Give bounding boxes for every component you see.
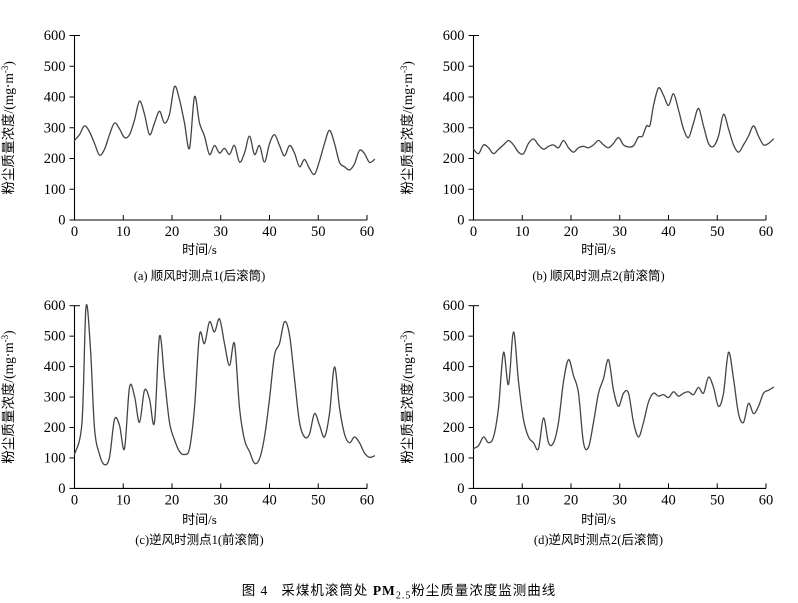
svg-text:0: 0 [71, 492, 78, 508]
svg-text:10: 10 [116, 492, 131, 508]
svg-text:0: 0 [58, 213, 65, 229]
svg-text:40: 40 [262, 224, 277, 240]
svg-text:400: 400 [443, 359, 465, 375]
svg-text:100: 100 [44, 450, 66, 466]
svg-text:粉尘质量浓度/(mg‧m-3): 粉尘质量浓度/(mg‧m-3) [0, 330, 16, 463]
svg-text:50: 50 [311, 224, 326, 240]
svg-text:0: 0 [470, 492, 477, 508]
svg-text:500: 500 [443, 59, 465, 75]
svg-text:60: 60 [759, 224, 774, 240]
svg-text:400: 400 [443, 90, 465, 106]
svg-text:0: 0 [71, 224, 78, 240]
svg-text:50: 50 [311, 492, 326, 508]
svg-text:30: 30 [214, 492, 229, 508]
svg-text:300: 300 [443, 390, 465, 406]
svg-text:0: 0 [58, 481, 65, 497]
svg-text:60: 60 [759, 492, 774, 508]
svg-text:粉尘质量浓度/(mg‧m-3): 粉尘质量浓度/(mg‧m-3) [399, 330, 415, 463]
svg-text:0: 0 [457, 481, 464, 497]
svg-text:粉尘质量浓度/(mg‧m-3): 粉尘质量浓度/(mg‧m-3) [399, 61, 415, 194]
svg-text:60: 60 [360, 224, 375, 240]
svg-text:30: 30 [613, 492, 628, 508]
svg-text:10: 10 [515, 224, 530, 240]
svg-text:200: 200 [44, 151, 66, 167]
svg-text:600: 600 [443, 300, 465, 314]
svg-text:40: 40 [262, 492, 277, 508]
svg-text:30: 30 [613, 224, 628, 240]
svg-text:600: 600 [44, 300, 66, 314]
svg-text:20: 20 [165, 492, 180, 508]
svg-text:10: 10 [515, 492, 530, 508]
svg-text:200: 200 [443, 151, 465, 167]
svg-text:100: 100 [443, 182, 465, 198]
svg-text:0: 0 [470, 224, 477, 240]
svg-text:100: 100 [44, 182, 66, 198]
svg-text:粉尘质量浓度/(mg‧m-3): 粉尘质量浓度/(mg‧m-3) [0, 61, 16, 194]
svg-text:10: 10 [116, 224, 131, 240]
svg-text:500: 500 [44, 329, 66, 345]
svg-text:0: 0 [457, 213, 464, 229]
svg-text:20: 20 [564, 224, 579, 240]
svg-text:100: 100 [443, 450, 465, 466]
svg-text:200: 200 [44, 420, 66, 436]
svg-text:300: 300 [44, 390, 66, 406]
svg-text:40: 40 [661, 492, 676, 508]
svg-text:40: 40 [661, 224, 676, 240]
svg-text:400: 400 [44, 90, 66, 106]
svg-text:300: 300 [443, 120, 465, 136]
svg-text:60: 60 [360, 492, 375, 508]
svg-text:50: 50 [710, 492, 725, 508]
svg-text:300: 300 [44, 120, 66, 136]
svg-text:600: 600 [44, 28, 66, 44]
svg-text:50: 50 [710, 224, 725, 240]
svg-text:30: 30 [214, 224, 229, 240]
svg-text:500: 500 [443, 329, 465, 345]
svg-text:400: 400 [44, 359, 66, 375]
svg-text:500: 500 [44, 59, 66, 75]
svg-text:600: 600 [443, 28, 465, 44]
svg-text:20: 20 [564, 492, 579, 508]
svg-text:200: 200 [443, 420, 465, 436]
svg-text:20: 20 [165, 224, 180, 240]
